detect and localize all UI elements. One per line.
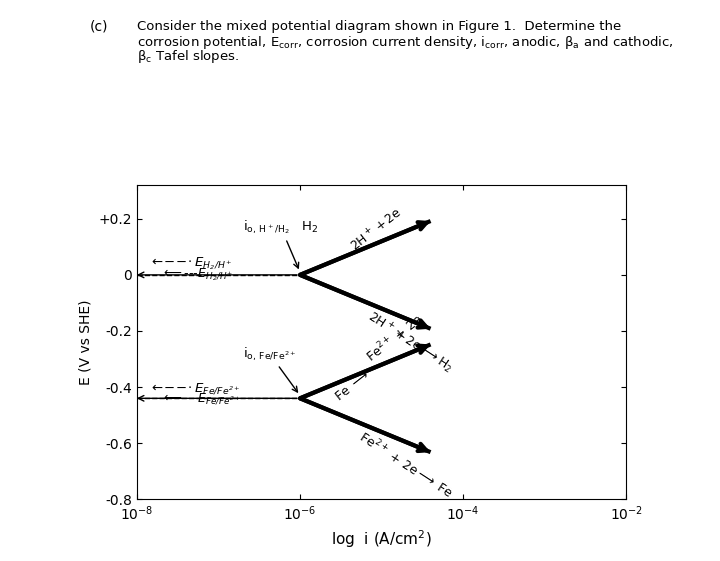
Y-axis label: E (V vs SHE): E (V vs SHE)	[79, 300, 93, 385]
Text: $i_{o,\, Fe/Fe^{2+}}$: $i_{o,\, Fe/Fe^{2+}}$	[243, 345, 297, 392]
Text: Fe$^{2+}$ + $2e \longrightarrow$ Fe: Fe$^{2+}$ + $2e \longrightarrow$ Fe	[356, 428, 456, 501]
Text: (c): (c)	[90, 20, 109, 34]
Text: $2H^+ + 2e \longrightarrow H_2$: $2H^+ + 2e \longrightarrow H_2$	[364, 308, 456, 376]
Text: Fe$^{2+}$ + $2e$: Fe$^{2+}$ + $2e$	[363, 311, 426, 365]
Text: corrosion potential, E$_{corr}$, corrosion current density, i$_{corr}$, anodic, : corrosion potential, E$_{corr}$, corrosi…	[137, 34, 673, 50]
Text: $i_{o,\, H^+/H_2}$   H$_2$: $i_{o,\, H^+/H_2}$ H$_2$	[243, 218, 318, 268]
Text: $\longleftarrow$---$E_{H_2/H^+}$: $\longleftarrow$---$E_{H_2/H^+}$	[161, 266, 234, 283]
X-axis label: log  i (A/cm$^2$): log i (A/cm$^2$)	[331, 528, 432, 550]
Text: $\beta_c$ Tafel slopes.: $\beta_c$ Tafel slopes.	[137, 48, 239, 65]
Text: Fe $\longrightarrow$: Fe $\longrightarrow$	[333, 369, 373, 404]
Text: $\longleftarrow$---$E_{Fe/Fe^{2+}}$: $\longleftarrow$---$E_{Fe/Fe^{2+}}$	[161, 391, 241, 406]
Text: $\leftarrow\!\!-\!\!-\!\!\cdot E_{H_2/H^+}$: $\leftarrow\!\!-\!\!-\!\!\cdot E_{H_2/H^…	[149, 255, 233, 272]
Text: $\leftarrow\!\!-\!\!-\!\!\cdot E_{Fe/Fe^{2+}}$: $\leftarrow\!\!-\!\!-\!\!\cdot E_{Fe/Fe^…	[149, 381, 240, 396]
Text: Consider the mixed potential diagram shown in Figure 1.  Determine the: Consider the mixed potential diagram sho…	[137, 20, 621, 33]
Text: $2H^+ + 2e$: $2H^+ + 2e$	[348, 205, 405, 254]
